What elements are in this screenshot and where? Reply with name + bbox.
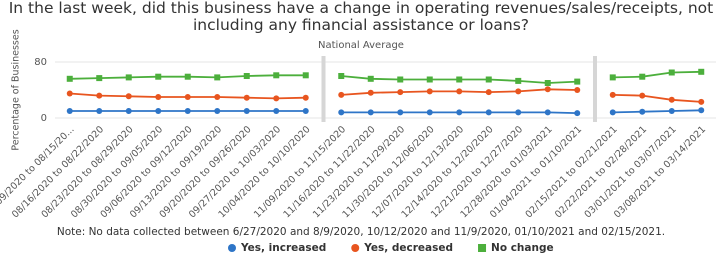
point [485, 109, 492, 116]
series-line [612, 70, 702, 79]
legend-label: No change [491, 242, 554, 254]
point [456, 109, 463, 116]
panel-separator [593, 56, 597, 122]
legend-marker [351, 244, 360, 252]
point [243, 108, 250, 114]
point [574, 87, 581, 93]
series-line [612, 94, 702, 103]
point [125, 93, 132, 100]
chart-subtitle: National Average [318, 40, 404, 51]
point [426, 88, 433, 95]
point [544, 80, 551, 86]
point [485, 76, 492, 83]
point [367, 75, 374, 82]
chart-title: In the last week, did this business have… [8, 0, 714, 34]
point [698, 68, 705, 75]
series-line [612, 109, 702, 114]
point [338, 109, 345, 116]
point [397, 109, 404, 116]
point [184, 108, 191, 114]
point [544, 109, 551, 116]
point [184, 94, 191, 100]
point [214, 108, 221, 114]
point [243, 94, 250, 101]
point [574, 110, 581, 117]
point [544, 86, 551, 93]
point [66, 90, 73, 97]
note: Note: No data collected between 6/27/202… [57, 226, 665, 238]
point [698, 98, 705, 105]
point [397, 76, 404, 83]
point [125, 108, 132, 114]
point [456, 76, 463, 83]
point [426, 76, 433, 83]
legend-label: Yes, increased [240, 242, 326, 254]
point [456, 88, 463, 95]
point [609, 74, 616, 81]
point [515, 88, 522, 95]
point [668, 108, 675, 114]
point [668, 69, 675, 76]
point [273, 108, 280, 114]
point [96, 75, 103, 82]
point [397, 89, 404, 96]
point [184, 73, 191, 80]
y-tick-label: 0 [41, 113, 47, 124]
point [302, 108, 309, 114]
point [96, 92, 103, 99]
legend-marker [478, 244, 487, 252]
point [426, 109, 433, 116]
point [485, 89, 492, 96]
point [668, 96, 675, 103]
point [155, 73, 162, 80]
panel-separator [321, 56, 326, 122]
point [338, 91, 345, 98]
point [639, 108, 646, 115]
legend-marker [228, 244, 236, 252]
point [243, 73, 250, 79]
point [639, 92, 646, 99]
point [367, 89, 374, 96]
legend-label: Yes, decreased [363, 242, 453, 254]
point [302, 94, 309, 101]
point [66, 108, 73, 114]
point [155, 94, 162, 100]
point [574, 78, 581, 85]
point [273, 95, 280, 102]
point [96, 108, 103, 114]
point [214, 74, 221, 81]
point [639, 73, 646, 80]
point [273, 72, 280, 79]
point [66, 75, 73, 82]
point [214, 94, 221, 100]
point [125, 74, 132, 81]
point [515, 109, 522, 116]
point [609, 109, 616, 116]
point [155, 108, 162, 114]
point [367, 109, 374, 116]
y-axis-label: Percentage of Businesses [11, 29, 22, 150]
y-tick-label: 80 [34, 57, 47, 68]
point [609, 91, 616, 98]
point [302, 72, 309, 79]
point [698, 107, 705, 114]
point [338, 73, 345, 79]
point [515, 77, 522, 84]
